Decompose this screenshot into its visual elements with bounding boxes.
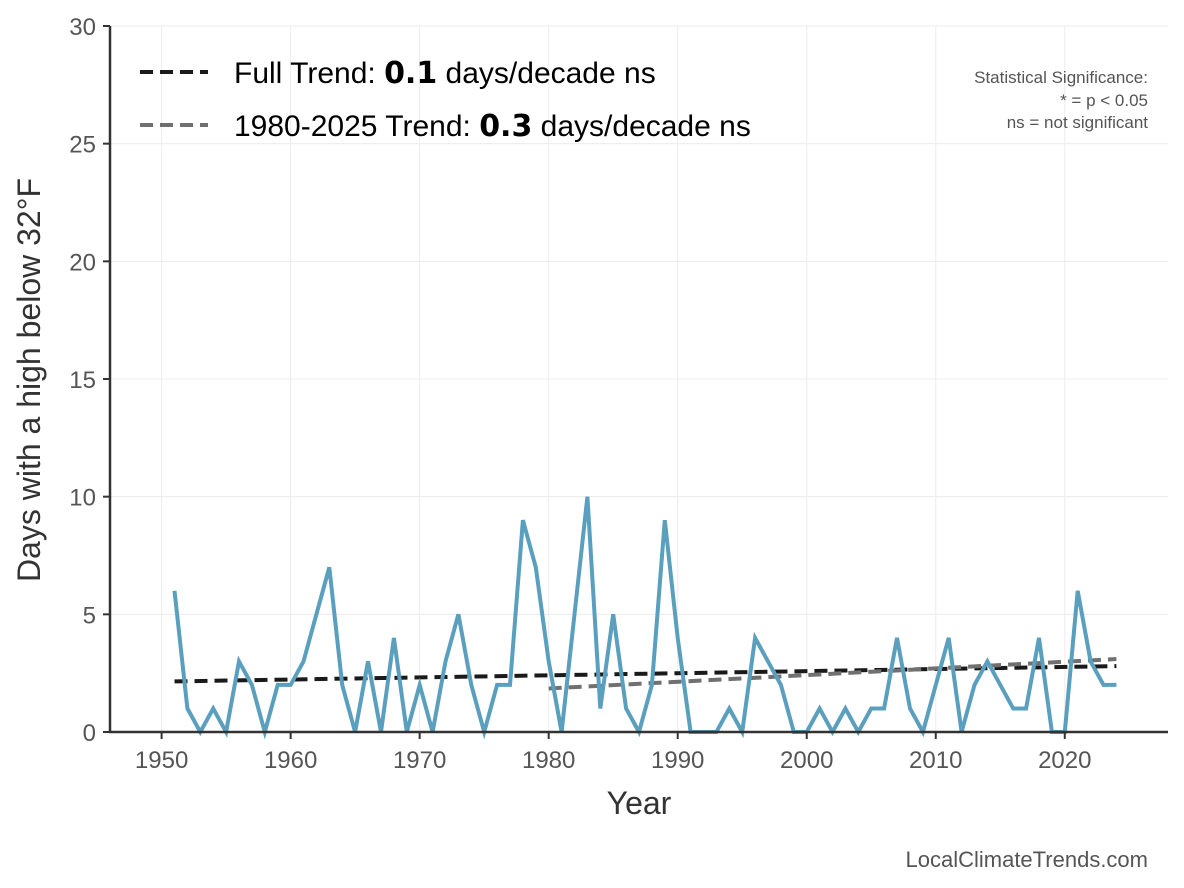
x-tick-label: 1980 bbox=[522, 747, 575, 774]
legend-recent-trend-label: 1980-2025 Trend: 0.3 days/decade ns bbox=[234, 109, 751, 144]
svg-text:* = p < 0.05: * = p < 0.05 bbox=[1060, 91, 1148, 110]
y-tick-label: 10 bbox=[69, 485, 96, 512]
axes bbox=[103, 25, 1168, 739]
legend: Full Trend: 0.1 days/decade ns 1980-2025… bbox=[140, 56, 751, 144]
legend-full-trend-label: Full Trend: 0.1 days/decade ns bbox=[234, 56, 656, 91]
x-tick-label: 1950 bbox=[135, 747, 188, 774]
source-credit: LocalClimateTrends.com bbox=[906, 847, 1149, 872]
x-axis-title: Year bbox=[607, 785, 672, 821]
x-tick-label: 1960 bbox=[264, 747, 317, 774]
y-tick-label: 5 bbox=[83, 602, 96, 629]
y-axis-title: Days with a high below 32°F bbox=[11, 178, 47, 582]
recent-trend-line bbox=[548, 657, 1117, 691]
y-tick-label: 20 bbox=[69, 249, 96, 276]
y-tick-label: 30 bbox=[69, 14, 96, 41]
data-series bbox=[172, 496, 1117, 740]
svg-text:ns = not significant: ns = not significant bbox=[1007, 113, 1149, 132]
tick-labels: 1950 1960 1970 1980 1990 2000 2010 2020 0 5 10 15 20… bbox=[69, 14, 1091, 774]
significance-note: Statistical Significance: * = p < 0.05 n… bbox=[974, 68, 1148, 132]
x-tick-label: 1970 bbox=[393, 747, 446, 774]
full-trend-line bbox=[174, 664, 1117, 684]
svg-text:Statistical Significance:: Statistical Significance: bbox=[974, 68, 1148, 87]
x-tick-label: 1990 bbox=[651, 747, 704, 774]
y-tick-label: 0 bbox=[83, 720, 96, 747]
y-tick-label: 25 bbox=[69, 132, 96, 159]
x-tick-label: 2000 bbox=[780, 747, 833, 774]
x-tick-label: 2010 bbox=[909, 747, 962, 774]
x-tick-label: 2020 bbox=[1038, 747, 1091, 774]
grid bbox=[110, 25, 1168, 733]
series-line bbox=[172, 496, 1117, 740]
trend-lines bbox=[174, 657, 1117, 691]
y-tick-label: 15 bbox=[69, 367, 96, 394]
